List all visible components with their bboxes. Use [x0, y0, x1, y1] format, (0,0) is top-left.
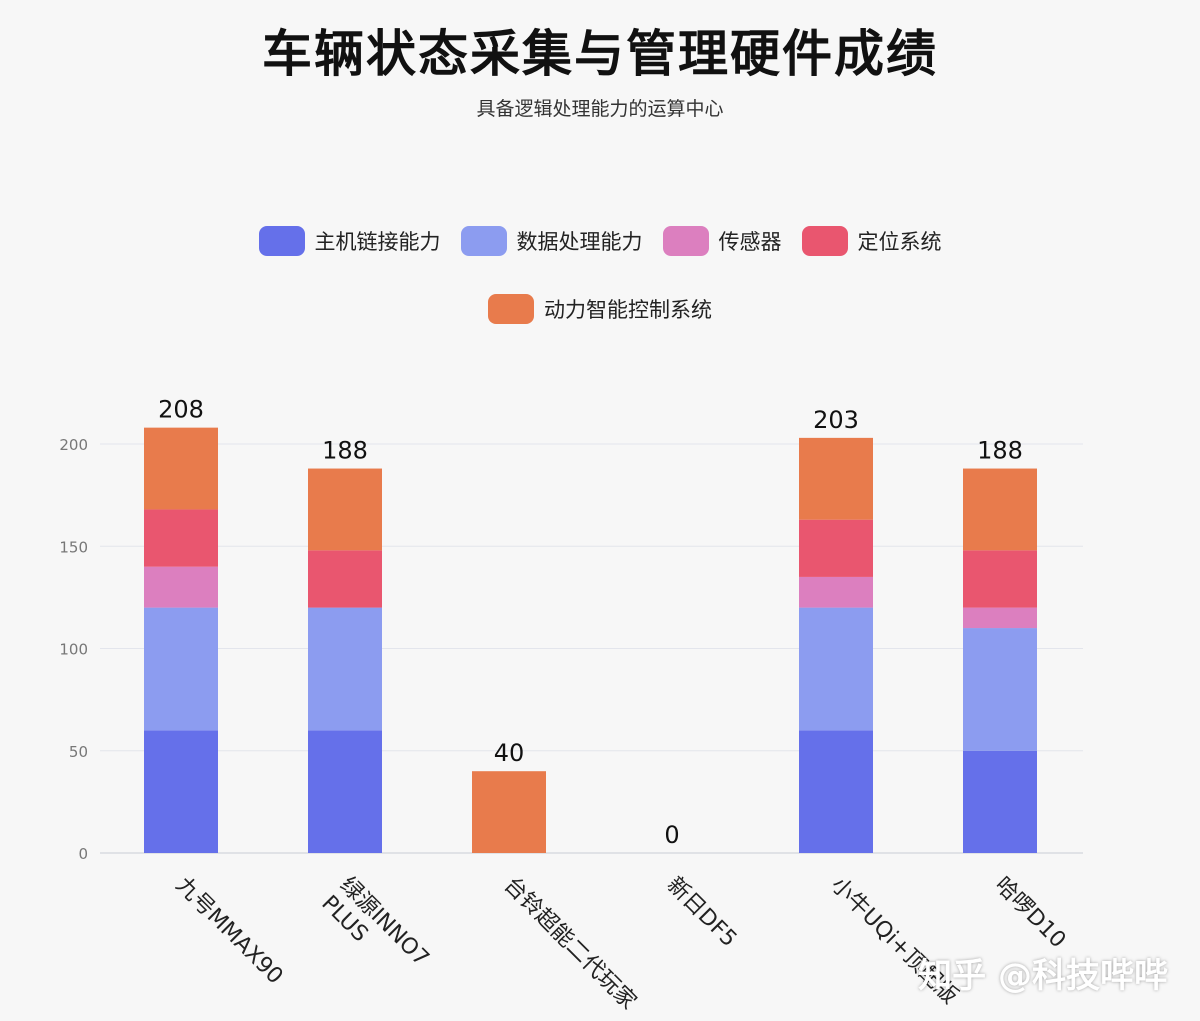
legend-label: 数据处理能力 [516, 230, 643, 254]
legend-item-positioning[interactable]: 定位系统 [801, 226, 942, 256]
bar-segment [144, 566, 218, 608]
legend-item-host-link[interactable]: 主机链接能力 [258, 226, 441, 256]
legend-row-2: 动力智能控制系统 [0, 294, 1200, 324]
bar-segment [799, 607, 873, 731]
legend-swatch [801, 226, 848, 256]
bar-segment [308, 468, 382, 551]
bar-segment [799, 519, 873, 577]
y-tick-label: 200 [59, 436, 88, 454]
x-tick-label: 绿源INNO7PLUS [316, 873, 433, 990]
chart-title: 车辆状态采集与管理硬件成绩 [262, 25, 938, 83]
bar-total-label: 203 [813, 406, 859, 434]
legend-swatch [258, 226, 305, 256]
bar-segment [799, 576, 873, 608]
bar-total-label: 40 [494, 739, 525, 767]
bar-segment [963, 750, 1037, 853]
bar-segment [963, 468, 1037, 551]
bar-segment [308, 550, 382, 608]
bar-total-label: 208 [158, 396, 204, 424]
x-tick-label: 九号MMAX90 [171, 873, 288, 990]
y-tick-label: 50 [69, 743, 88, 761]
watermark: 知乎 @科技哔哔 [918, 956, 1168, 996]
bar-segment [308, 730, 382, 853]
legend-swatch [662, 226, 709, 256]
y-tick-label: 150 [59, 538, 88, 556]
bar-segment [144, 427, 218, 510]
legend-item-sensor[interactable]: 传感器 [662, 226, 782, 256]
chart-subtitle: 具备逻辑处理能力的运算中心 [476, 98, 724, 120]
bar-segment [144, 730, 218, 853]
bar-total-label: 0 [664, 821, 679, 849]
bar-segment [799, 730, 873, 853]
bar-segment [308, 607, 382, 731]
legend-swatch [488, 294, 534, 324]
x-tick-label: 新日DF5 [662, 873, 742, 953]
legend-label: 主机链接能力 [314, 230, 441, 254]
bar-segment [799, 437, 873, 520]
legend-label: 动力智能控制系统 [544, 298, 712, 322]
bar-segment [963, 550, 1037, 608]
legend-label: 传感器 [718, 230, 782, 254]
x-tick-label: 哈啰D10 [990, 873, 1071, 954]
bar-total-label: 188 [977, 437, 1023, 465]
bar-segment [472, 771, 546, 853]
y-tick-label: 0 [78, 845, 88, 863]
bar-segment [963, 607, 1037, 629]
bar-segment [144, 607, 218, 731]
legend-item-data-processing[interactable]: 数据处理能力 [460, 226, 643, 256]
x-tick-label: 台铃超能二代玩家 [499, 873, 641, 1015]
legend-row-1: 主机链接能力 数据处理能力 传感器 定位系统 [0, 226, 1200, 256]
bar-segment [144, 509, 218, 567]
legend-label: 定位系统 [857, 230, 942, 254]
bar-segment [963, 628, 1037, 751]
legend-swatch [460, 226, 507, 256]
legend-item-power-control[interactable]: 动力智能控制系统 [488, 294, 712, 324]
bar-total-label: 188 [322, 437, 368, 465]
y-tick-label: 100 [59, 641, 88, 659]
